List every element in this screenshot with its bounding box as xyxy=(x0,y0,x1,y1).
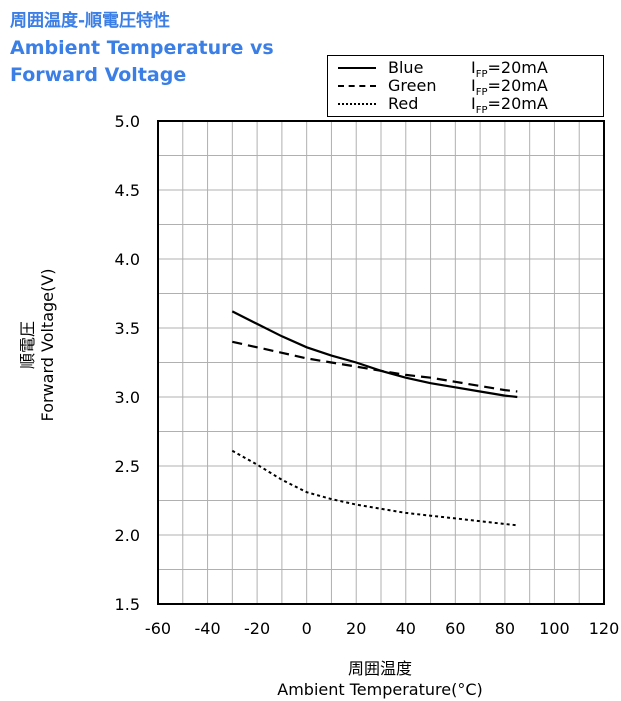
legend-label: Blue xyxy=(388,58,424,77)
y-tick-label: 2.5 xyxy=(115,457,140,476)
y-tick-label: 3.0 xyxy=(115,388,140,407)
x-tick-label: 80 xyxy=(495,619,515,638)
x-tick-label: -40 xyxy=(194,619,220,638)
y-tick-label: 3.5 xyxy=(115,319,140,338)
legend-item-blue: Blue IFP=20mA xyxy=(328,58,603,80)
x-tick-label: 20 xyxy=(346,619,366,638)
chart-title-jp: 周囲温度-順電圧特性 xyxy=(10,11,171,31)
legend-label: Red xyxy=(388,94,419,113)
x-tick-label: 120 xyxy=(589,619,620,638)
chart-title-en-line1: Ambient Temperature vs xyxy=(10,37,274,59)
x-axis-title-jp: 周囲温度 xyxy=(347,659,412,678)
plot-frame xyxy=(157,120,605,605)
y-tick-label: 4.0 xyxy=(115,250,140,269)
legend-swatch-dotted xyxy=(338,103,376,105)
x-tick-label: 60 xyxy=(445,619,465,638)
legend-condition: IFP=20mA xyxy=(471,94,548,117)
y-axis-title: 順電圧 Forward Voltage(V) xyxy=(3,250,73,440)
legend-label: Green xyxy=(388,76,437,95)
plot-border xyxy=(157,120,605,605)
x-tick-label: -60 xyxy=(145,619,171,638)
series-line-red xyxy=(231,449,518,527)
y-axis-title-jp: 順電圧 xyxy=(18,321,37,370)
legend-item-red: Red IFP=20mA xyxy=(328,94,603,116)
legend-swatch-dashed xyxy=(338,85,376,87)
y-tick-label: 2.0 xyxy=(115,526,140,545)
series-line-green xyxy=(232,340,518,393)
chart-title-en-line2: Forward Voltage xyxy=(10,64,187,86)
legend-condition: IFP=20mA xyxy=(471,76,548,99)
x-axis-title-en: Ambient Temperature(°C) xyxy=(277,680,483,699)
legend-condition: IFP=20mA xyxy=(471,58,548,81)
tick-labels: -60 -40 -20 0 20 40 60 80 100 120 1.5 2.0 2.5 3.0 3.5 4… xyxy=(115,112,620,638)
legend: Blue IFP=20mA Green IFP=20mA Red IFP=20m… xyxy=(327,55,604,117)
y-axis-title-en: Forward Voltage(V) xyxy=(38,268,57,422)
grid xyxy=(158,121,604,604)
y-tick-label: 5.0 xyxy=(115,112,140,131)
x-tick-label: 40 xyxy=(396,619,416,638)
legend-item-green: Green IFP=20mA xyxy=(328,76,603,98)
x-tick-label: 0 xyxy=(302,619,312,638)
legend-swatch-solid xyxy=(338,67,376,69)
series-layer xyxy=(231,310,518,527)
x-tick-label: 100 xyxy=(539,619,570,638)
y-tick-label: 1.5 xyxy=(115,595,140,614)
x-tick-label: -20 xyxy=(244,619,270,638)
y-tick-label: 4.5 xyxy=(115,181,140,200)
